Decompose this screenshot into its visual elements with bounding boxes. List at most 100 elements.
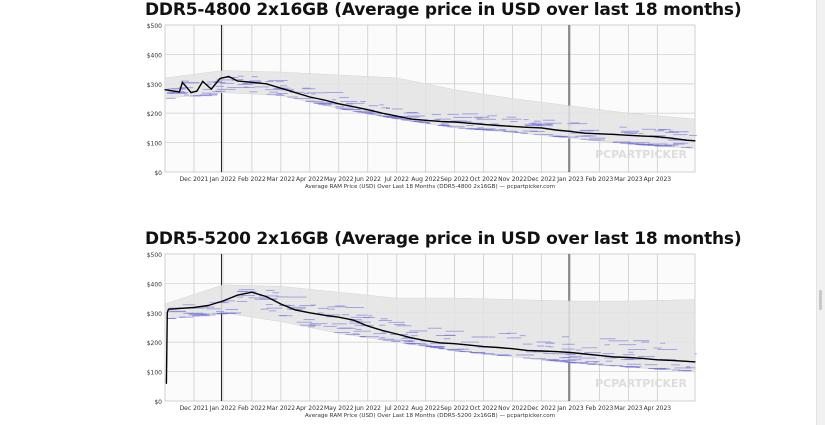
average-price-point (202, 80, 204, 83)
average-price-point (642, 357, 644, 359)
average-price-point (555, 351, 557, 353)
average-price-point (526, 126, 528, 128)
x-tick-label: Jun 2022 (353, 176, 381, 183)
average-price-point (338, 103, 340, 105)
average-price-point (425, 119, 427, 121)
average-price-point (468, 122, 470, 124)
average-price-point (454, 121, 456, 123)
x-tick-label: Dec 2021 (180, 176, 209, 183)
average-price-point (367, 109, 369, 111)
x-tick-label: Apr 2023 (644, 176, 672, 183)
average-price-point (338, 316, 340, 318)
x-tick-label: Feb 2023 (586, 176, 614, 183)
watermark: PCPARTPICKER (595, 148, 687, 161)
average-price-point (396, 115, 398, 117)
average-price-point (540, 350, 543, 352)
average-price-point (265, 296, 267, 298)
x-tick-label: Apr 2022 (296, 405, 324, 412)
average-price-point (294, 309, 296, 311)
chart-2-title: DDR5-5200 2x16GB (Average price in USD o… (145, 229, 742, 249)
average-price-point (613, 356, 615, 358)
average-price-point (219, 77, 221, 80)
average-price-point (166, 312, 168, 314)
x-tick-label: Jul 2022 (383, 405, 409, 412)
x-tick-label: Feb 2023 (586, 405, 614, 412)
average-price-point (584, 353, 586, 355)
average-price-point (381, 329, 383, 332)
average-price-point (555, 129, 557, 131)
average-price-point (193, 306, 195, 309)
x-tick-label: Jun 2022 (353, 405, 381, 412)
average-price-point (236, 294, 239, 296)
average-price-point (627, 134, 629, 136)
chart-caption: Average RAM Price (USD) Over Last 18 Mon… (305, 413, 555, 419)
x-tick-label: Nov 2022 (498, 405, 527, 412)
average-price-point (164, 89, 166, 91)
average-price-point (671, 359, 673, 362)
average-price-point (265, 83, 267, 85)
average-price-point (323, 99, 325, 101)
x-tick-label: Nov 2022 (498, 176, 527, 183)
x-tick-label: Jan 2022 (209, 405, 237, 412)
average-price-point (598, 133, 601, 135)
average-price-point (439, 342, 441, 344)
average-price-point (627, 356, 629, 359)
x-tick-label: Jan 2023 (556, 176, 584, 183)
average-price-point (280, 87, 282, 89)
y-tick-label: $300 (147, 82, 162, 89)
y-tick-label: $0 (154, 170, 162, 177)
average-price-point (685, 360, 687, 362)
price-range-band (164, 70, 696, 149)
average-price-point (526, 349, 528, 352)
average-price-point (598, 354, 601, 357)
average-price-point (482, 123, 485, 125)
y-tick-label: $400 (147, 52, 162, 59)
watermark: PCPARTPICKER (595, 377, 687, 390)
x-tick-label: Oct 2022 (470, 405, 498, 412)
average-price-point (190, 92, 192, 94)
page-scrollbar[interactable] (816, 0, 825, 425)
average-price-point (181, 81, 183, 83)
x-tick-label: Aug 2022 (411, 405, 440, 412)
average-price-point (210, 88, 212, 90)
average-price-point (694, 361, 696, 363)
average-price-point (482, 346, 485, 348)
average-price-point (439, 120, 441, 123)
average-price-point (228, 75, 230, 78)
average-price-point (323, 314, 325, 316)
average-price-point (671, 137, 673, 139)
x-tick-label: Aug 2022 (411, 176, 440, 183)
average-price-point (540, 127, 543, 129)
average-price-point (454, 343, 456, 345)
average-price-point (251, 291, 253, 293)
average-price-line (165, 291, 696, 384)
x-tick-label: Sep 2022 (440, 405, 469, 412)
x-tick-label: May 2022 (324, 176, 354, 183)
average-price-point (367, 325, 369, 327)
chart-1: $0 $100 $200 $300 $400 $500 Dec 2021 Jan 2022 Fe… (145, 22, 701, 190)
average-price-point (569, 130, 572, 133)
average-price-point (352, 106, 354, 108)
x-tick-label: Mar 2022 (267, 176, 296, 183)
average-price-point (497, 346, 499, 349)
average-price-point (236, 80, 239, 82)
average-price-point (642, 135, 644, 137)
average-price-point (584, 132, 586, 134)
average-price-point (694, 140, 696, 142)
chart-caption: Average RAM Price (USD) Over Last 18 Mon… (305, 184, 555, 190)
x-tick-label: Apr 2022 (296, 176, 324, 183)
y-tick-label: $500 (147, 252, 162, 259)
average-price-point (222, 300, 224, 302)
x-tick-label: Oct 2022 (470, 176, 498, 183)
average-price-point (468, 344, 470, 346)
average-price-point (685, 139, 687, 141)
scrollbar-thumb[interactable] (819, 290, 822, 310)
x-tick-label: Jan 2023 (556, 405, 584, 412)
average-price-point (569, 351, 572, 354)
average-price-point (656, 359, 658, 361)
average-price-point (309, 96, 311, 98)
average-price-point (410, 118, 412, 120)
average-price-line (164, 75, 696, 142)
